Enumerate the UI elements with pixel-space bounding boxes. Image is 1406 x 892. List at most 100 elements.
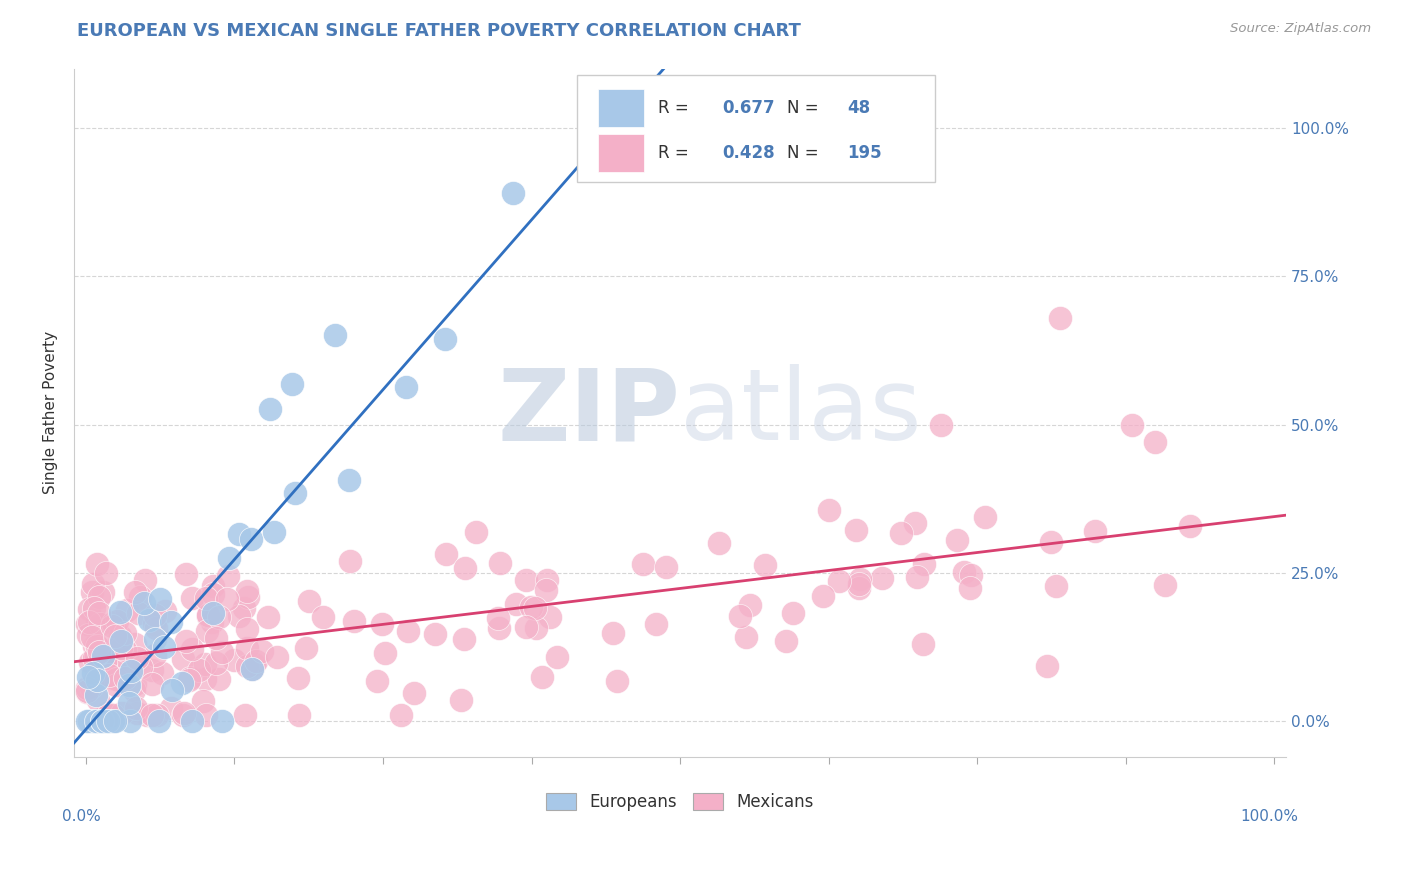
- Point: [488, 621, 510, 635]
- Point: [228, 609, 250, 624]
- Point: [208, 610, 231, 624]
- Point: [523, 600, 546, 615]
- Point: [201, 579, 224, 593]
- Point: [142, 708, 165, 723]
- Point: [76, 628, 98, 642]
- Point: [1153, 578, 1175, 592]
- Point: [110, 633, 132, 648]
- Point: [141, 663, 163, 677]
- Point: [91, 585, 114, 599]
- Point: [96, 706, 118, 721]
- Point: [181, 714, 204, 729]
- Point: [115, 603, 138, 617]
- Point: [654, 560, 676, 574]
- Point: [828, 574, 851, 588]
- Point: [201, 587, 224, 601]
- Point: [222, 653, 245, 667]
- Point: [174, 566, 197, 581]
- Point: [959, 581, 981, 595]
- Y-axis label: Single Father Poverty: Single Father Poverty: [44, 331, 58, 494]
- Point: [86, 639, 108, 653]
- Point: [120, 665, 142, 679]
- Point: [98, 666, 121, 681]
- Point: [96, 650, 118, 665]
- Point: [256, 609, 278, 624]
- Point: [172, 708, 194, 723]
- Point: [402, 686, 425, 700]
- Point: [337, 473, 360, 487]
- Point: [86, 658, 108, 673]
- Point: [194, 657, 217, 672]
- Point: [211, 714, 233, 729]
- Point: [179, 673, 201, 688]
- Point: [298, 594, 321, 608]
- Point: [453, 632, 475, 647]
- Point: [127, 650, 149, 665]
- Point: [153, 604, 176, 618]
- Point: [153, 640, 176, 654]
- Point: [515, 620, 537, 634]
- Point: [125, 706, 148, 720]
- Point: [197, 607, 219, 622]
- Point: [141, 708, 163, 723]
- Point: [114, 643, 136, 657]
- Point: [242, 662, 264, 676]
- Point: [114, 672, 136, 686]
- Text: EUROPEAN VS MEXICAN SINGLE FATHER POVERTY CORRELATION CHART: EUROPEAN VS MEXICAN SINGLE FATHER POVERT…: [77, 22, 801, 40]
- Point: [104, 672, 127, 686]
- Point: [83, 714, 105, 729]
- Point: [872, 571, 894, 585]
- Point: [76, 681, 98, 695]
- Text: 0.428: 0.428: [723, 144, 775, 161]
- Point: [1084, 524, 1107, 538]
- Point: [143, 616, 166, 631]
- Point: [974, 510, 997, 524]
- Point: [104, 629, 127, 643]
- Point: [207, 672, 229, 686]
- Point: [104, 714, 127, 729]
- Point: [101, 714, 124, 729]
- Point: [848, 581, 870, 595]
- Point: [134, 573, 156, 587]
- Point: [83, 639, 105, 653]
- Text: atlas: atlas: [681, 364, 922, 461]
- Point: [195, 708, 218, 723]
- Point: [76, 684, 98, 698]
- Point: [129, 660, 152, 674]
- Point: [813, 590, 835, 604]
- Point: [86, 673, 108, 687]
- Point: [817, 503, 839, 517]
- Point: [215, 592, 238, 607]
- Point: [1178, 519, 1201, 533]
- Text: 195: 195: [848, 144, 882, 161]
- Point: [464, 525, 486, 540]
- Point: [91, 649, 114, 664]
- Point: [87, 692, 110, 706]
- Point: [141, 677, 163, 691]
- Point: [97, 714, 120, 729]
- Point: [240, 662, 263, 676]
- Point: [134, 596, 156, 610]
- Point: [505, 597, 527, 611]
- Point: [181, 591, 204, 605]
- Point: [84, 714, 107, 729]
- Point: [160, 615, 183, 629]
- Point: [236, 622, 259, 636]
- Point: [1045, 580, 1067, 594]
- Legend: Europeans, Mexicans: Europeans, Mexicans: [538, 786, 821, 817]
- Point: [135, 708, 157, 723]
- Point: [782, 606, 804, 620]
- Point: [172, 651, 194, 665]
- Point: [83, 673, 105, 688]
- Point: [79, 680, 101, 694]
- Point: [89, 590, 111, 604]
- Point: [84, 637, 107, 651]
- Point: [96, 650, 118, 665]
- Point: [83, 714, 105, 729]
- Point: [1144, 435, 1167, 450]
- Point: [197, 608, 219, 623]
- Point: [82, 665, 104, 680]
- Point: [1121, 417, 1143, 432]
- Point: [76, 685, 98, 699]
- Point: [170, 676, 193, 690]
